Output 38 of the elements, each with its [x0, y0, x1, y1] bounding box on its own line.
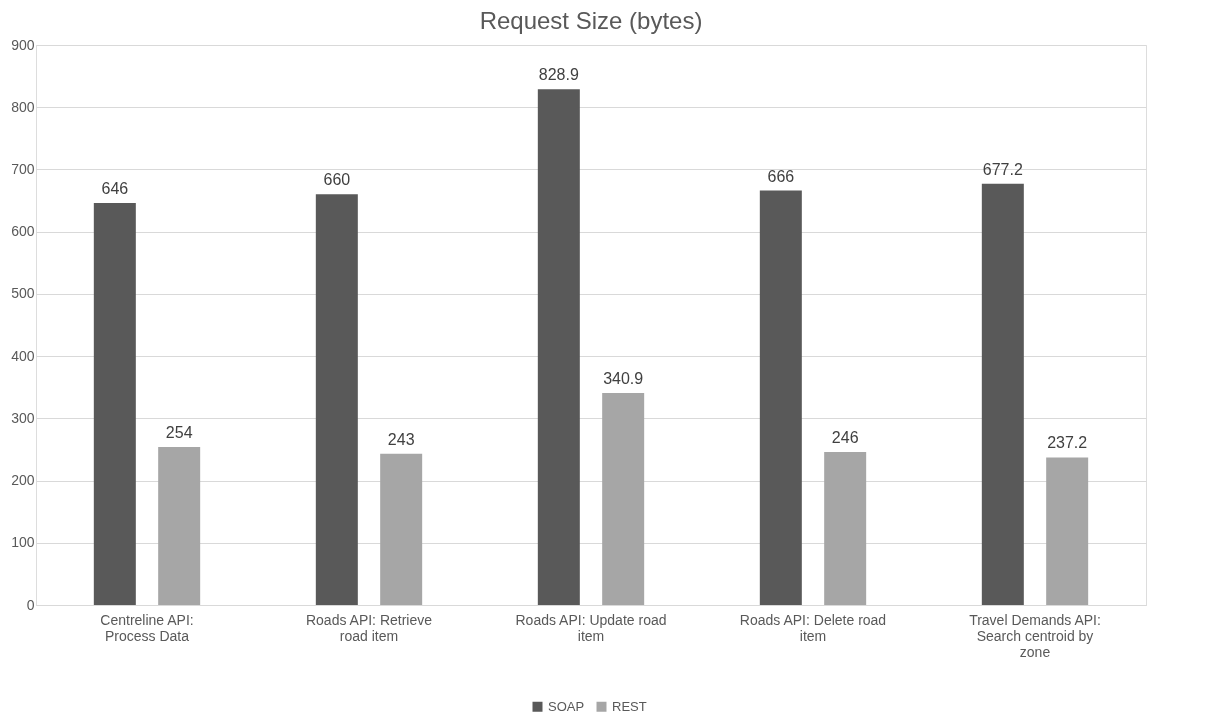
y-tick-label: 600	[11, 223, 35, 240]
y-tick-label: 300	[11, 409, 35, 426]
data-label: 646	[101, 180, 129, 198]
x-tick-label: Roads API: Delete road item	[739, 611, 887, 644]
y-tick-label: 0	[26, 596, 35, 613]
y-tick-label: 200	[11, 472, 35, 489]
x-tick-label: Roads API: Update road item	[515, 611, 667, 644]
bar	[380, 453, 423, 605]
legend-label: SOAP	[548, 698, 585, 714]
y-tick-label: 800	[11, 98, 35, 115]
data-label: 254	[165, 423, 193, 441]
bar	[759, 190, 802, 605]
data-label: 660	[323, 171, 351, 189]
data-label: 340.9	[603, 369, 644, 387]
y-tick-label: 400	[11, 347, 35, 364]
bar	[602, 392, 645, 605]
data-label: 243	[387, 430, 415, 448]
x-tick-label: Centreline API: Process Data	[100, 611, 194, 644]
data-label: 677.2	[982, 160, 1023, 178]
bar	[93, 203, 136, 605]
y-tick-label: 500	[11, 285, 35, 302]
x-tick-label: Travel Demands API: Search centroid by zone	[969, 611, 1101, 660]
data-label: 246	[831, 428, 859, 446]
x-tick-label: Roads API: Retrieve road item	[305, 611, 433, 644]
bar	[158, 446, 201, 605]
bar	[824, 451, 867, 605]
data-label: 828.9	[538, 66, 579, 84]
data-label: 237.2	[1047, 434, 1088, 452]
y-tick-label: 100	[11, 534, 35, 551]
bar	[1046, 457, 1089, 605]
bar	[315, 194, 358, 605]
data-label: 666	[767, 167, 795, 185]
legend-label: REST	[612, 698, 647, 714]
bar	[537, 89, 580, 605]
y-tick-label: 900	[11, 36, 35, 53]
y-tick-label: 700	[11, 160, 35, 177]
chart-title: Request Size (bytes)	[479, 7, 703, 34]
bar	[981, 183, 1024, 605]
